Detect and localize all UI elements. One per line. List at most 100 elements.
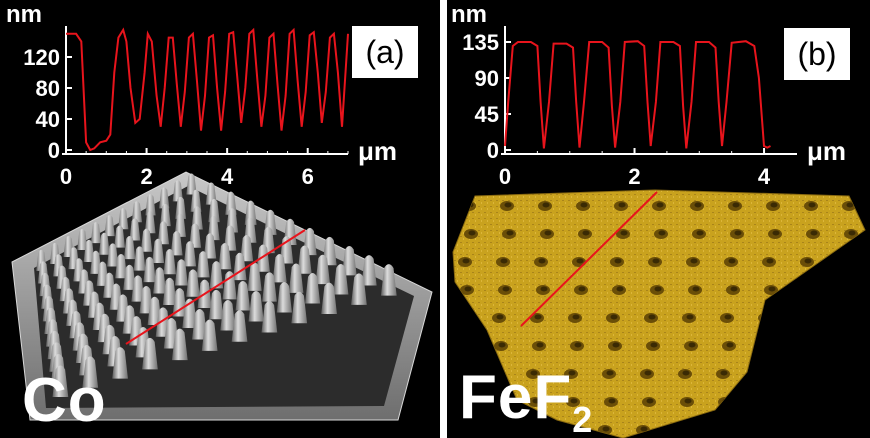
co-pillar	[247, 262, 262, 291]
co-pillar	[333, 264, 349, 295]
fef2-hole-core	[618, 202, 626, 208]
fef2-hole-core	[836, 398, 844, 404]
fef2-hole-core	[464, 286, 472, 292]
fef2-hole-core	[842, 258, 850, 264]
co-pillar	[248, 291, 264, 322]
panel-a-label: (a)	[352, 26, 418, 78]
fef2-hole-core	[504, 202, 512, 208]
fef2-hole-core	[730, 286, 738, 292]
panel-a-chart-y-unit: nm	[6, 1, 42, 28]
fef2-hole-core	[496, 314, 504, 320]
fef2-hole-core	[764, 342, 772, 348]
fef2-hole-core	[686, 314, 694, 320]
co-pillar	[118, 208, 129, 230]
fef2-hole-core	[580, 202, 588, 208]
co-pillar	[175, 196, 187, 219]
co-pillar	[186, 269, 200, 297]
co-pillar	[186, 173, 197, 195]
co-pillar	[90, 222, 102, 244]
fef2-hole	[792, 369, 806, 379]
fef2-hole-core	[770, 202, 778, 208]
fef2-hole-core	[453, 426, 458, 432]
fef2-hole	[756, 397, 770, 407]
co-pillar	[351, 273, 367, 305]
fef2-hole	[834, 313, 848, 323]
co-pillar	[291, 291, 308, 324]
fef2-hole	[674, 425, 688, 435]
co-pillar	[131, 275, 145, 302]
fef2-hole-core	[650, 342, 658, 348]
co-pillar	[361, 255, 377, 286]
fef2-hole-core	[694, 202, 702, 208]
fef2-hole-core	[810, 230, 818, 236]
panel-a-material-text: Co	[22, 366, 107, 435]
panel-b-chart-y-unit: nm	[451, 1, 487, 28]
fef2-hole-core	[684, 398, 692, 404]
panel-a-chart-series-line	[66, 27, 349, 152]
panel-b-chart-x-tick-label: 0	[499, 164, 511, 189]
fef2-hole	[838, 257, 852, 267]
panel-a-chart-x-unit: μm	[358, 136, 397, 166]
fef2-hole-core	[688, 342, 696, 348]
fef2-hole	[840, 285, 854, 295]
co-pillar	[114, 225, 126, 248]
fef2-hole-core	[582, 230, 590, 236]
co-pillar	[172, 288, 187, 317]
fef2-hole-core	[534, 314, 542, 320]
fef2-hole	[712, 425, 726, 435]
co-pillar	[153, 267, 167, 294]
co-pillar	[98, 232, 110, 255]
panel-b-chart-y-tick-label: 45	[475, 102, 499, 127]
co-pillar	[140, 228, 153, 252]
fef2-hole-core	[540, 286, 548, 292]
co-pillar	[131, 201, 143, 223]
fef2-hole-core	[544, 230, 552, 236]
fef2-hole-core	[760, 398, 768, 404]
co-pillar	[244, 200, 257, 225]
fef2-hole	[798, 341, 812, 351]
panel-b-graphic: 0 45 90 135 0 2 4 nm μm	[451, 1, 866, 438]
panel-a-chart-x-tick-label: 6	[302, 164, 314, 189]
panel-b-material-text: FeF	[459, 363, 573, 432]
fef2-hole-core	[610, 314, 618, 320]
fef2-hole-core	[468, 230, 476, 236]
fef2-hole-core	[502, 286, 510, 292]
fef2-hole-core	[722, 398, 730, 404]
panel-b-material: FeF2	[459, 362, 593, 438]
co-pillar	[123, 264, 136, 290]
panel-a-chart-y-tick-label: 80	[36, 76, 60, 101]
fef2-hole-core	[678, 426, 686, 432]
co-pillar	[208, 289, 224, 320]
co-pillar	[256, 244, 270, 272]
fef2-hole-core	[696, 230, 704, 236]
co-pillar	[107, 243, 119, 267]
fef2-hole-core	[640, 426, 648, 432]
co-pillar	[272, 254, 287, 283]
co-pillar	[139, 286, 154, 314]
co-pillar	[171, 328, 188, 361]
fef2-hole-core	[576, 258, 584, 264]
fef2-hole-core	[798, 398, 806, 404]
fef2-hole-core	[724, 314, 732, 320]
co-pillar	[209, 261, 224, 289]
panel-b-chart-x-unit: μm	[807, 136, 846, 166]
fef2-hole-core	[840, 342, 848, 348]
fef2-hole-core	[804, 258, 812, 264]
panel-b-chart-y-tick-label: 0	[487, 138, 499, 163]
co-pillar	[52, 365, 69, 398]
co-pillar	[133, 246, 146, 271]
fef2-hole-core	[658, 230, 666, 236]
fef2-hole	[802, 285, 816, 295]
co-pillar	[172, 180, 183, 202]
panel-b-chart-x-tick-label: 4	[758, 164, 771, 189]
co-pillar	[196, 251, 210, 278]
fef2-hole-core	[734, 230, 742, 236]
fef2-hole-core	[506, 230, 514, 236]
fef2-hole	[832, 397, 846, 407]
fef2-hole-core	[606, 370, 614, 376]
fef2-hole-core	[838, 314, 846, 320]
fef2-hole-core	[570, 398, 578, 404]
co-pillar	[262, 272, 277, 302]
fef2-hole-core	[616, 286, 624, 292]
co-pillar	[144, 211, 156, 234]
